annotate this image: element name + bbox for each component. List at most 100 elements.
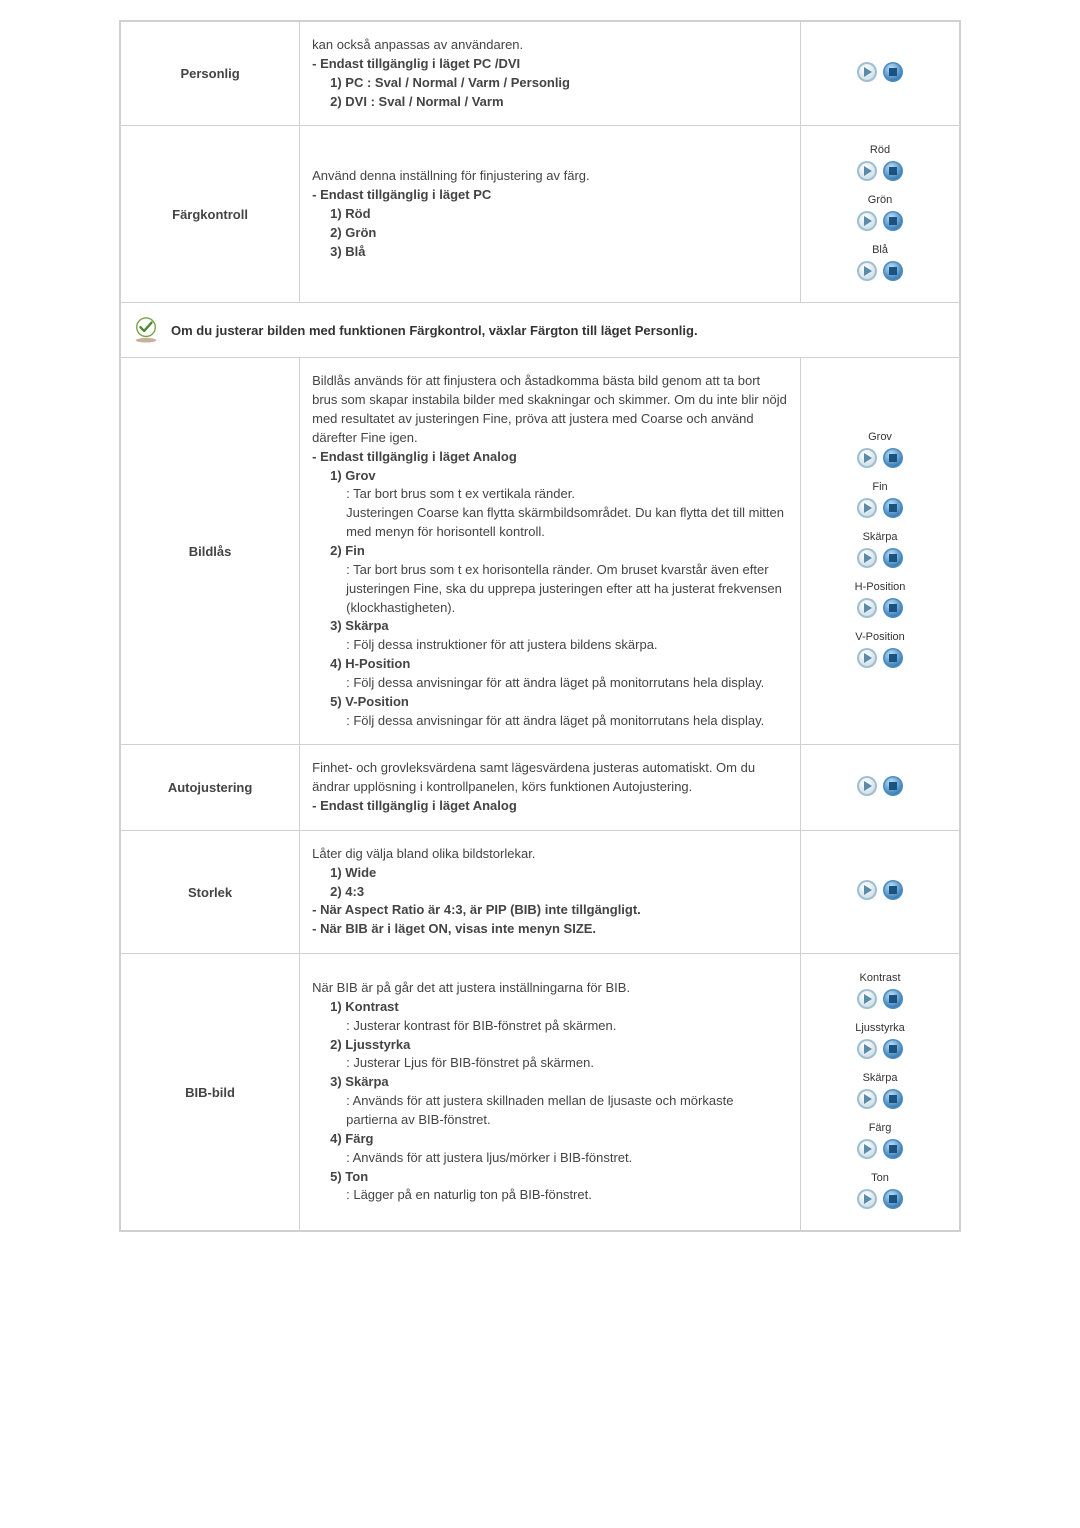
text: : Följ dessa anvisningar för att ändra l… xyxy=(346,712,788,731)
text: : Tar bort brus som t ex vertikala rände… xyxy=(346,485,788,504)
label-grov: Grov xyxy=(868,431,892,443)
stop-icon[interactable] xyxy=(882,775,904,797)
play-icon[interactable] xyxy=(856,988,878,1010)
play-stop-icons[interactable] xyxy=(856,160,904,182)
play-stop-icons[interactable] xyxy=(856,775,904,797)
play-icon[interactable] xyxy=(856,260,878,282)
label-skarpa: Skärpa xyxy=(863,531,898,543)
cell-desc-bibbild: När BIB är på går det att justera instäl… xyxy=(300,954,801,1231)
stop-icon[interactable] xyxy=(882,1138,904,1160)
play-icon[interactable] xyxy=(856,647,878,669)
text: 4) H-Position xyxy=(330,656,410,671)
play-icon[interactable] xyxy=(856,447,878,469)
row-fargkontroll: Färgkontroll Använd denna inställning fö… xyxy=(121,126,960,303)
text: : Justerar Ljus för BIB-fönstret på skär… xyxy=(346,1054,788,1073)
settings-table: Personlig kan också anpassas av användar… xyxy=(119,20,961,1232)
label-vpos: V-Position xyxy=(855,631,905,643)
stop-icon[interactable] xyxy=(882,1188,904,1210)
text: 3) Blå xyxy=(330,244,365,259)
label-hpos: H-Position xyxy=(855,581,906,593)
text: 3) Skärpa xyxy=(330,618,389,633)
stop-icon[interactable] xyxy=(882,61,904,83)
stop-icon[interactable] xyxy=(882,447,904,469)
stop-icon[interactable] xyxy=(882,210,904,232)
text: : Följ dessa instruktioner för att juste… xyxy=(346,636,788,655)
row-personlig: Personlig kan också anpassas av användar… xyxy=(121,22,960,126)
cell-icons-autojust xyxy=(801,745,960,831)
play-stop-icons[interactable] xyxy=(856,1038,904,1060)
play-stop-icons[interactable] xyxy=(856,647,904,669)
stop-icon[interactable] xyxy=(882,547,904,569)
play-icon[interactable] xyxy=(856,1088,878,1110)
play-icon[interactable] xyxy=(856,497,878,519)
play-icon[interactable] xyxy=(856,879,878,901)
text: 1) PC : Sval / Normal / Varm / Personlig xyxy=(330,75,570,90)
text: 1) Kontrast xyxy=(330,999,399,1014)
row-bibbild: BIB-bild När BIB är på går det att juste… xyxy=(121,954,960,1231)
cell-name-storlek: Storlek xyxy=(121,830,300,953)
play-stop-icons[interactable] xyxy=(856,210,904,232)
play-stop-icons[interactable] xyxy=(856,497,904,519)
text: 1) Röd xyxy=(330,206,370,221)
play-stop-icons[interactable] xyxy=(856,879,904,901)
stop-icon[interactable] xyxy=(882,647,904,669)
text: : Tar bort brus som t ex horisontella rä… xyxy=(346,561,788,618)
label-kontrast: Kontrast xyxy=(860,972,901,984)
cell-name-bildlas: Bildlås xyxy=(121,358,300,745)
play-icon[interactable] xyxy=(856,775,878,797)
stop-icon[interactable] xyxy=(882,597,904,619)
text: : Används för att justera skillnaden mel… xyxy=(346,1092,788,1130)
text: Använd denna inställning för finjusterin… xyxy=(312,168,590,183)
note-text: Om du justerar bilden med funktionen Fär… xyxy=(171,323,698,338)
text: 1) Wide xyxy=(330,865,376,880)
stop-icon[interactable] xyxy=(882,988,904,1010)
stop-icon[interactable] xyxy=(882,1038,904,1060)
text: : Används för att justera ljus/mörker i … xyxy=(346,1149,788,1168)
note-check-icon xyxy=(133,317,159,343)
text: - Endast tillgänglig i läget PC /DVI xyxy=(312,56,520,71)
play-stop-icons[interactable] xyxy=(856,61,904,83)
label-rod: Röd xyxy=(870,144,890,156)
play-stop-icons[interactable] xyxy=(856,1138,904,1160)
play-icon[interactable] xyxy=(856,61,878,83)
text: När BIB är på går det att justera instäl… xyxy=(312,980,630,995)
row-note: Om du justerar bilden med funktionen Fär… xyxy=(121,303,960,358)
stop-icon[interactable] xyxy=(882,497,904,519)
cell-icons-bibbild: Kontrast Ljusstyrka Skärpa Färg Ton xyxy=(801,954,960,1231)
play-stop-icons[interactable] xyxy=(856,260,904,282)
stop-icon[interactable] xyxy=(882,879,904,901)
text: 2) DVI : Sval / Normal / Varm xyxy=(330,94,503,109)
text: 4) Färg xyxy=(330,1131,373,1146)
play-stop-icons[interactable] xyxy=(856,1188,904,1210)
play-icon[interactable] xyxy=(856,597,878,619)
play-stop-icons[interactable] xyxy=(856,547,904,569)
play-icon[interactable] xyxy=(856,1038,878,1060)
stop-icon[interactable] xyxy=(882,160,904,182)
text: 2) Ljusstyrka xyxy=(330,1037,410,1052)
play-icon[interactable] xyxy=(856,547,878,569)
cell-desc-bildlas: Bildlås används för att finjustera och å… xyxy=(300,358,801,745)
play-icon[interactable] xyxy=(856,1138,878,1160)
stop-icon[interactable] xyxy=(882,260,904,282)
play-stop-icons[interactable] xyxy=(856,597,904,619)
play-icon[interactable] xyxy=(856,210,878,232)
play-stop-icons[interactable] xyxy=(856,1088,904,1110)
cell-desc-storlek: Låter dig välja bland olika bildstorleka… xyxy=(300,830,801,953)
play-stop-icons[interactable] xyxy=(856,447,904,469)
play-icon[interactable] xyxy=(856,160,878,182)
text: - Endast tillgänglig i läget PC xyxy=(312,187,491,202)
stop-icon[interactable] xyxy=(882,1088,904,1110)
cell-desc-fargkontroll: Använd denna inställning för finjusterin… xyxy=(300,126,801,303)
cell-desc-autojust: Finhet- och grovleksvärdena samt lägesvä… xyxy=(300,745,801,831)
play-icon[interactable] xyxy=(856,1188,878,1210)
text: Justeringen Coarse kan flytta skärmbilds… xyxy=(346,504,788,542)
text: 5) Ton xyxy=(330,1169,368,1184)
text: : Följ dessa anvisningar för att ändra l… xyxy=(346,674,788,693)
text: - Endast tillgänglig i läget Analog xyxy=(312,449,517,464)
text: - Endast tillgänglig i läget Analog xyxy=(312,798,517,813)
text: kan också anpassas av användaren. xyxy=(312,37,523,52)
cell-icons-fargkontroll: Röd Grön Blå xyxy=(801,126,960,303)
play-stop-icons[interactable] xyxy=(856,988,904,1010)
text: - När BIB är i läget ON, visas inte meny… xyxy=(312,921,596,936)
label-ljusstyrka: Ljusstyrka xyxy=(855,1022,905,1034)
